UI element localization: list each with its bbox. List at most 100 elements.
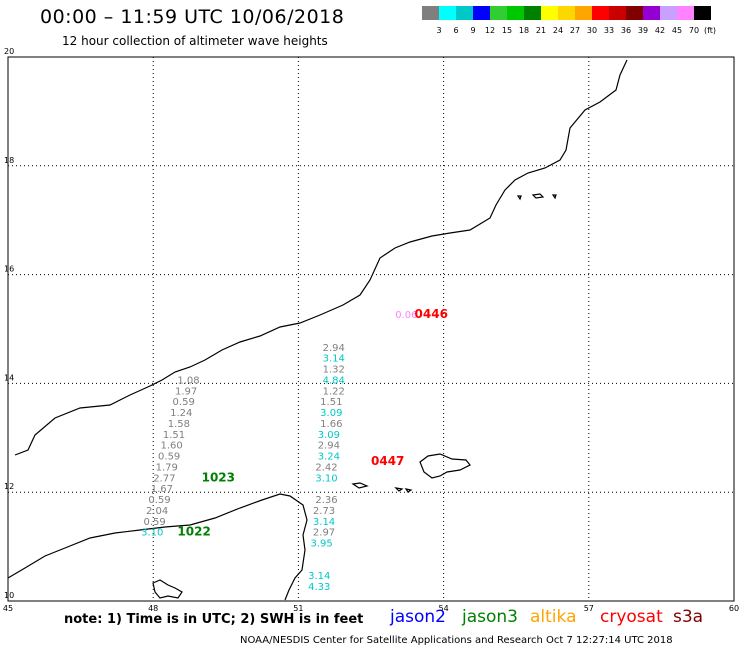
lat-tick-label: 12 xyxy=(4,482,14,491)
scale-tick-label: 39 xyxy=(637,26,649,35)
scale-swatch xyxy=(541,6,558,20)
scale-swatch xyxy=(660,6,677,20)
lon-tick-label: 51 xyxy=(293,604,303,613)
wave-height-label: 0.59 xyxy=(158,452,180,463)
wave-height-label: 3.09 xyxy=(320,408,342,419)
wave-height-label: 2.36 xyxy=(315,495,337,506)
axis-labels: 45 48 51 54 57 60 10 12 14 16 18 20 xyxy=(3,47,739,613)
lon-tick-label: 54 xyxy=(439,604,449,613)
scale-tick-label: 21 xyxy=(535,26,547,35)
scale-swatch xyxy=(677,6,694,20)
islet-2 xyxy=(404,488,413,493)
scale-tick-label: 27 xyxy=(569,26,581,35)
legend-item-cryosat: cryosat xyxy=(600,607,663,627)
scale-swatch xyxy=(609,6,626,20)
lon-tick-label: 60 xyxy=(729,604,739,613)
scale-tick-label: 45 xyxy=(671,26,683,35)
scale-swatch xyxy=(524,6,541,20)
wave-height-label: 3.14 xyxy=(313,517,335,528)
wave-height-label: 0.06 xyxy=(395,310,417,321)
scale-swatch xyxy=(592,6,609,20)
kuria-muria-1 xyxy=(516,195,522,201)
lat-tick-label: 10 xyxy=(4,591,14,600)
pass-id-label: 1022 xyxy=(177,525,210,539)
wave-height-label: 2.77 xyxy=(153,473,175,484)
legend-item-s3a: s3a xyxy=(673,607,704,627)
scale-tick-label: 9 xyxy=(470,26,476,35)
scale-tick-label: 24 xyxy=(552,26,564,35)
wave-height-label: 2.42 xyxy=(315,462,337,473)
wave-height-label: 0.59 xyxy=(148,495,170,506)
scale-swatch xyxy=(490,6,507,20)
wave-height-label: 1.24 xyxy=(170,408,192,419)
lat-tick-label: 14 xyxy=(4,373,14,382)
lat-tick-label: 20 xyxy=(4,47,14,56)
scale-swatch xyxy=(422,6,439,20)
somali-islets xyxy=(152,579,183,599)
credit-line: NOAA/NESDIS Center for Satellite Applica… xyxy=(240,635,673,646)
scale-swatch xyxy=(643,6,660,20)
wave-height-label: 4.84 xyxy=(323,375,345,386)
wave-height-label: 3.10 xyxy=(315,473,337,484)
lat-lon-grid xyxy=(8,57,734,601)
lon-tick-label: 57 xyxy=(584,604,594,613)
socotra-island xyxy=(419,453,471,479)
kuria-muria-2 xyxy=(531,193,545,199)
lat-tick-label: 16 xyxy=(4,265,14,274)
footer-note: note: 1) Time is in UTC; 2) SWH is in fe… xyxy=(64,612,364,627)
wave-height-label: 1.51 xyxy=(320,397,342,408)
wave-height-label: 4.33 xyxy=(308,582,330,593)
wave-height-label: 3.10 xyxy=(141,528,163,539)
wave-height-label: 3.95 xyxy=(311,539,333,550)
map-title: 00:00 – 11:59 UTC 10/06/2018 xyxy=(40,6,345,28)
scale-swatch xyxy=(626,6,643,20)
scale-tick-label: 42 xyxy=(654,26,666,35)
wave-height-label: 2.94 xyxy=(318,441,340,452)
measurements-layer: 0.0604462.943.141.324.841.221.513.091.66… xyxy=(141,307,448,593)
scale-swatch xyxy=(473,6,490,20)
abd-al-kuri-island xyxy=(351,482,369,489)
coastline xyxy=(7,59,628,601)
scale-swatch xyxy=(507,6,524,20)
wave-height-label: 0.59 xyxy=(144,517,166,528)
wave-height-label: 1.08 xyxy=(177,375,199,386)
scale-tick-label: 70 xyxy=(688,26,700,35)
islet-1 xyxy=(394,487,404,492)
wave-height-label: 2.04 xyxy=(146,506,168,517)
scale-tick-label: 33 xyxy=(603,26,615,35)
lat-tick-label: 18 xyxy=(4,156,14,165)
scale-swatch xyxy=(575,6,592,20)
pass-id-label: 0447 xyxy=(371,454,404,468)
wave-height-label: 3.14 xyxy=(308,571,330,582)
wave-height-label: 1.51 xyxy=(163,430,185,441)
wave-height-label: 1.97 xyxy=(175,386,197,397)
scale-tick-label: 3 xyxy=(436,26,442,35)
map-subtitle: 12 hour collection of altimeter wave hei… xyxy=(62,34,328,48)
wave-height-label: 3.09 xyxy=(318,430,340,441)
wave-height-label: 1.32 xyxy=(323,365,345,376)
lon-tick-label: 48 xyxy=(148,604,158,613)
scale-tick-label: 36 xyxy=(620,26,632,35)
wave-height-label: 3.24 xyxy=(318,452,340,463)
scale-tick-label: 30 xyxy=(586,26,598,35)
arabia-coast xyxy=(14,59,628,456)
wave-height-label: 2.97 xyxy=(313,528,335,539)
wave-height-label: 1.58 xyxy=(168,419,190,430)
scale-swatch xyxy=(694,6,711,20)
wave-height-label: 1.67 xyxy=(151,484,173,495)
pass-id-label: 0446 xyxy=(415,307,448,321)
wave-height-label: 1.22 xyxy=(323,386,345,397)
scale-swatch xyxy=(439,6,456,20)
map-frame xyxy=(7,56,735,602)
wave-height-label: 2.94 xyxy=(323,343,345,354)
scale-tick-label: 18 xyxy=(518,26,530,35)
scale-tick-label: 12 xyxy=(484,26,496,35)
wave-height-label: 1.60 xyxy=(160,441,182,452)
scale-swatch xyxy=(558,6,575,20)
pass-id-label: 1023 xyxy=(202,470,235,484)
wave-height-label: 0.59 xyxy=(173,397,195,408)
wave-height-label: 1.79 xyxy=(156,462,178,473)
scale-tick-label: 15 xyxy=(501,26,513,35)
legend-item-jason3: jason3 xyxy=(462,607,518,627)
